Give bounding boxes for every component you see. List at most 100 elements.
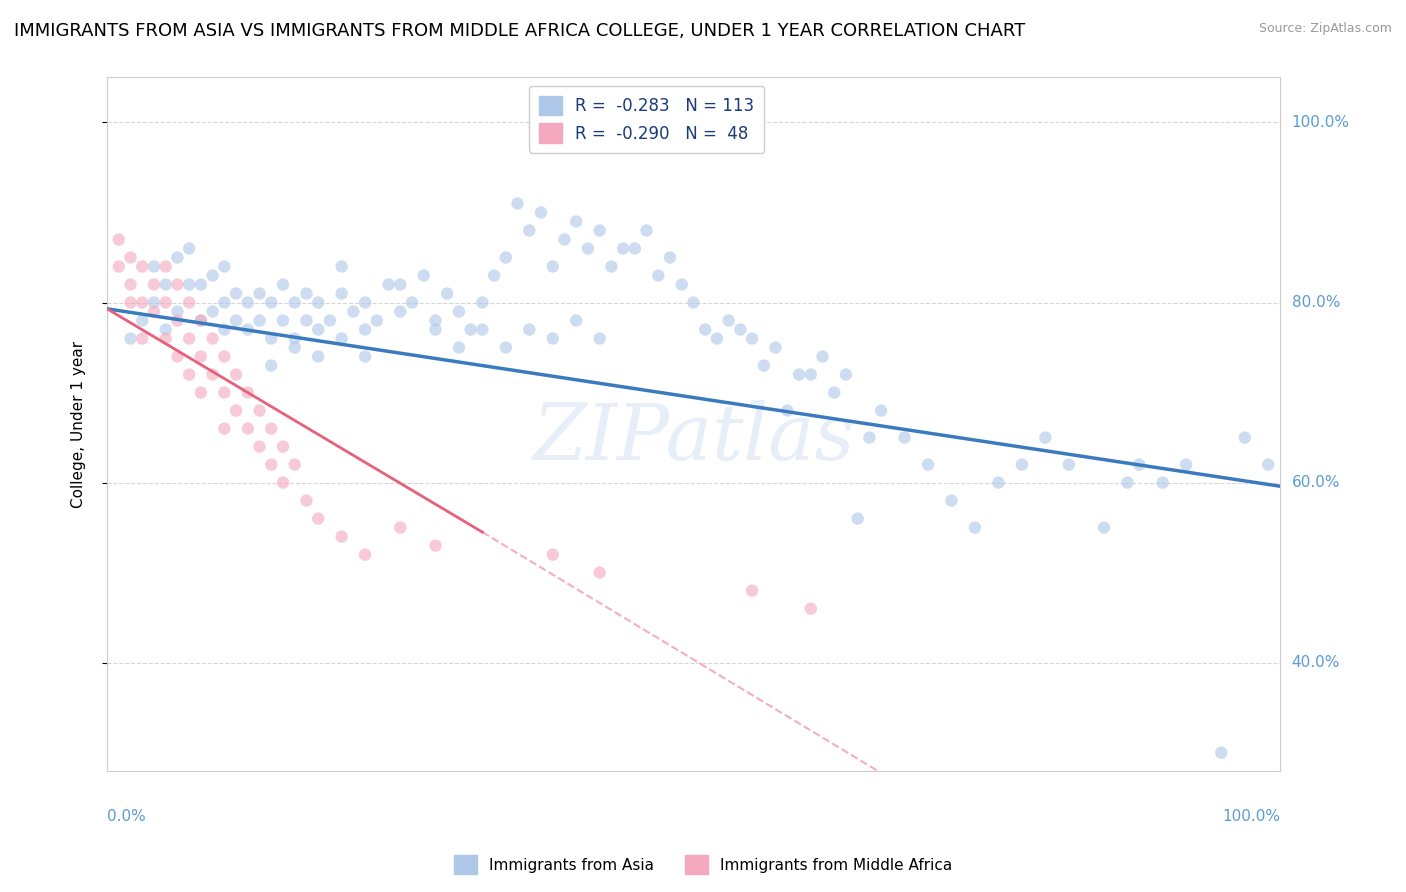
Point	[858, 431, 880, 445]
Point	[260, 295, 283, 310]
Point	[201, 368, 224, 382]
Point	[495, 251, 517, 265]
Point	[811, 350, 834, 364]
Point	[131, 295, 153, 310]
Point	[1057, 458, 1080, 472]
Point	[425, 539, 447, 553]
Point	[389, 520, 412, 534]
Point	[987, 475, 1010, 490]
Point	[107, 260, 129, 274]
Point	[295, 493, 318, 508]
Point	[776, 403, 799, 417]
Point	[482, 268, 505, 283]
Point	[800, 368, 823, 382]
Point	[179, 368, 201, 382]
Point	[765, 341, 787, 355]
Point	[190, 313, 212, 327]
Point	[389, 304, 412, 318]
Point	[236, 322, 259, 336]
Point	[401, 295, 423, 310]
Y-axis label: College, Under 1 year: College, Under 1 year	[72, 341, 86, 508]
Point	[565, 214, 588, 228]
Point	[271, 313, 294, 327]
Point	[120, 251, 142, 265]
Point	[941, 493, 963, 508]
Point	[166, 304, 188, 318]
Point	[307, 350, 329, 364]
Point	[1233, 431, 1256, 445]
Point	[120, 277, 142, 292]
Point	[1116, 475, 1139, 490]
Point	[506, 196, 529, 211]
Point	[706, 332, 728, 346]
Point	[143, 295, 166, 310]
Point	[143, 260, 166, 274]
Point	[517, 322, 540, 336]
Point	[366, 313, 388, 327]
Point	[447, 304, 470, 318]
Point	[471, 295, 494, 310]
Point	[800, 601, 823, 615]
Point	[389, 277, 412, 292]
Point	[155, 332, 177, 346]
Point	[589, 332, 612, 346]
Point	[214, 295, 236, 310]
Point	[717, 313, 740, 327]
Point	[271, 475, 294, 490]
Point	[295, 313, 318, 327]
Legend: Immigrants from Asia, Immigrants from Middle Africa: Immigrants from Asia, Immigrants from Mi…	[449, 849, 957, 880]
Point	[354, 322, 377, 336]
Point	[260, 359, 283, 373]
Point	[271, 277, 294, 292]
Point	[1211, 746, 1233, 760]
Point	[425, 322, 447, 336]
Point	[166, 313, 188, 327]
Point	[155, 260, 177, 274]
Point	[179, 332, 201, 346]
Point	[307, 295, 329, 310]
Point	[576, 242, 599, 256]
Point	[260, 332, 283, 346]
Point	[249, 403, 271, 417]
Point	[214, 260, 236, 274]
Point	[682, 295, 704, 310]
Point	[143, 277, 166, 292]
Point	[190, 313, 212, 327]
Point	[835, 368, 858, 382]
Point	[319, 313, 342, 327]
Legend: R =  -0.283   N = 113, R =  -0.290   N =  48: R = -0.283 N = 113, R = -0.290 N = 48	[529, 86, 765, 153]
Point	[870, 403, 893, 417]
Point	[471, 322, 494, 336]
Point	[190, 350, 212, 364]
Point	[553, 232, 575, 246]
Point	[846, 511, 869, 525]
Point	[354, 350, 377, 364]
Point	[271, 440, 294, 454]
Point	[436, 286, 458, 301]
Point	[823, 385, 845, 400]
Point	[589, 223, 612, 237]
Point	[131, 260, 153, 274]
Point	[225, 286, 247, 301]
Point	[179, 277, 201, 292]
Point	[963, 520, 986, 534]
Point	[120, 295, 142, 310]
Point	[214, 322, 236, 336]
Point	[659, 251, 682, 265]
Text: Source: ZipAtlas.com: Source: ZipAtlas.com	[1258, 22, 1392, 36]
Point	[1128, 458, 1150, 472]
Point	[249, 440, 271, 454]
Point	[541, 332, 564, 346]
Point	[741, 332, 763, 346]
Point	[260, 458, 283, 472]
Point	[425, 313, 447, 327]
Point	[201, 332, 224, 346]
Point	[155, 295, 177, 310]
Point	[447, 341, 470, 355]
Point	[893, 431, 915, 445]
Point	[1152, 475, 1174, 490]
Point	[131, 313, 153, 327]
Point	[201, 304, 224, 318]
Point	[752, 359, 775, 373]
Point	[225, 368, 247, 382]
